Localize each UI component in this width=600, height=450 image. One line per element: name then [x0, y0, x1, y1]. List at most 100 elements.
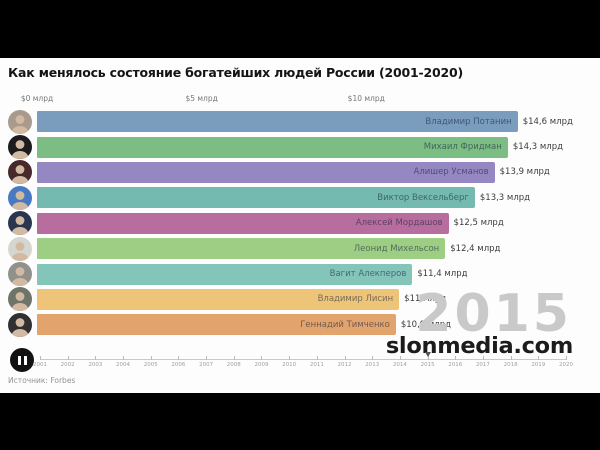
watermark: slonmedia.com	[385, 333, 573, 359]
timeline-tick: 2001	[33, 356, 47, 368]
timeline-tick: 2004	[116, 356, 130, 368]
timeline-tick: 2002	[61, 356, 75, 368]
timeline-tick: 2015	[421, 356, 435, 368]
axis-tick-label: $10 млрд	[347, 94, 385, 103]
bar-row: Владимир Потанин $14,6 млрд	[8, 109, 600, 134]
timeline-tick: 2007	[199, 356, 213, 368]
pause-icon	[17, 355, 21, 365]
avatar	[8, 185, 32, 210]
bar-person-name: Алексей Мордашов	[355, 218, 443, 229]
bar-value-label: $14,3 млрд	[512, 142, 563, 153]
bar: Владимир Лисин	[37, 288, 400, 310]
person-icon	[11, 267, 29, 287]
timeline-tick: 2014	[393, 356, 407, 368]
pause-icon	[23, 355, 27, 365]
bar: Вагит Алекперов	[37, 263, 413, 285]
timeline-tick: 2019	[531, 356, 545, 368]
timeline-tick: 2011	[310, 356, 324, 368]
timeline-tick: 2008	[227, 356, 241, 368]
timeline-line	[40, 359, 566, 360]
timeline-tick: 2006	[171, 356, 185, 368]
bar-value-label: $12,4 млрд	[450, 243, 501, 254]
avatar	[8, 287, 32, 312]
avatar	[8, 211, 32, 236]
bar-value-label: $12,5 млрд	[453, 218, 504, 229]
timeline-tick: 2009	[254, 356, 268, 368]
bar-track: Владимир Потанин $14,6 млрд	[37, 111, 600, 133]
bar-row: Виктор Вексельберг $13,3 млрд	[8, 185, 600, 210]
avatar	[8, 312, 32, 337]
timeline-tick: 2013	[365, 356, 379, 368]
chart-area: Как менялось состояние богатейших людей …	[0, 58, 600, 393]
bar-row: Геннадий Тимченко $10,9 млрд	[8, 312, 600, 337]
bar: Алишер Усманов	[37, 161, 495, 183]
source-note: Источник: Forbes	[8, 376, 76, 385]
x-axis: $0 млрд $5 млрд $10 млрд	[21, 94, 600, 105]
bar-row: Алишер Усманов $13,9 млрд	[8, 160, 600, 185]
person-icon	[11, 292, 29, 312]
current-year-display: 2015	[415, 284, 572, 344]
pause-button[interactable]	[10, 348, 34, 372]
bar-track: Вагит Алекперов $11,4 млрд	[37, 263, 600, 285]
bar-value-label: $11,4 млрд	[417, 269, 468, 280]
bar: Геннадий Тимченко	[37, 314, 396, 336]
avatar	[8, 135, 32, 160]
person-icon	[11, 216, 29, 236]
bar-value-label: $13,9 млрд	[499, 167, 550, 178]
timeline-tick: 2018	[504, 356, 518, 368]
bar-rows: Владимир Потанин $14,6 млрд Михаил Фридм…	[8, 109, 600, 338]
letterbox-top	[0, 0, 600, 58]
avatar	[8, 109, 32, 134]
bar-person-name: Леонид Михельсон	[353, 243, 440, 254]
bar-person-name: Виктор Вексельберг	[377, 192, 469, 203]
person-icon	[11, 317, 29, 337]
bar-person-name: Михаил Фридман	[423, 142, 502, 153]
bar-person-name: Владимир Лисин	[317, 294, 394, 305]
person-icon	[11, 140, 29, 160]
bar-row: Леонид Михельсон $12,4 млрд	[8, 236, 600, 261]
bar-value-label: $14,6 млрд	[522, 116, 573, 127]
bar-person-name: Алишер Усманов	[413, 167, 489, 178]
timeline-tick: 2003	[88, 356, 102, 368]
axis-tick-label: $5 млрд	[185, 94, 218, 103]
bar-track: Владимир Лисин $11 млрд	[37, 288, 600, 310]
bar-track: Алексей Мордашов $12,5 млрд	[37, 212, 600, 234]
bar-track: Леонид Михельсон $12,4 млрд	[37, 238, 600, 260]
person-icon	[11, 114, 29, 134]
bar-value-label: $13,3 млрд	[479, 192, 531, 203]
bar: Владимир Потанин	[37, 111, 518, 133]
person-icon	[11, 190, 29, 210]
bar-person-name: Вагит Алекперов	[329, 269, 407, 280]
bar: Леонид Михельсон	[37, 238, 446, 260]
timeline-tick: 2020	[559, 356, 573, 368]
bar-row: Алексей Мордашов $12,5 млрд	[8, 211, 600, 236]
bar-track: Виктор Вексельберг $13,3 млрд	[37, 187, 600, 209]
bar: Виктор Вексельберг	[37, 187, 475, 209]
person-icon	[11, 165, 29, 185]
timeline-marker[interactable]	[424, 352, 431, 357]
bar-row: Владимир Лисин $11 млрд	[8, 287, 600, 312]
timeline-tick: 2005	[144, 356, 158, 368]
letterbox-bottom	[0, 393, 600, 450]
bar-value-label: $10,9 млрд	[400, 319, 452, 330]
axis-tick-label: $0 млрд	[20, 94, 54, 103]
timeline-tick: 2012	[338, 356, 352, 368]
chart-title: Как менялось состояние богатейших людей …	[8, 65, 463, 80]
bar-track: Алишер Усманов $13,9 млрд	[37, 161, 600, 183]
bar: Алексей Мордашов	[37, 212, 449, 234]
bar-row: Вагит Алекперов $11,4 млрд	[8, 261, 600, 287]
bar: Михаил Фридман	[37, 136, 508, 158]
bar-person-name: Владимир Потанин	[425, 116, 512, 127]
avatar	[8, 262, 32, 287]
timeline-tick: 2010	[282, 356, 296, 368]
timeline-scrubber[interactable]: 2001 2002 2003 2004 2005 2006 2007 2008 2009 2010…	[33, 352, 573, 376]
bar-track: Геннадий Тимченко $10,9 млрд	[37, 314, 600, 336]
avatar	[8, 160, 32, 185]
bar-value-label: $11 млрд	[404, 294, 447, 305]
bar-track: Михаил Фридман $14,3 млрд	[37, 136, 600, 158]
person-icon	[11, 241, 29, 261]
avatar	[8, 236, 32, 261]
timeline-tick: 2017	[476, 356, 490, 368]
bar-row: Михаил Фридман $14,3 млрд	[8, 134, 600, 160]
